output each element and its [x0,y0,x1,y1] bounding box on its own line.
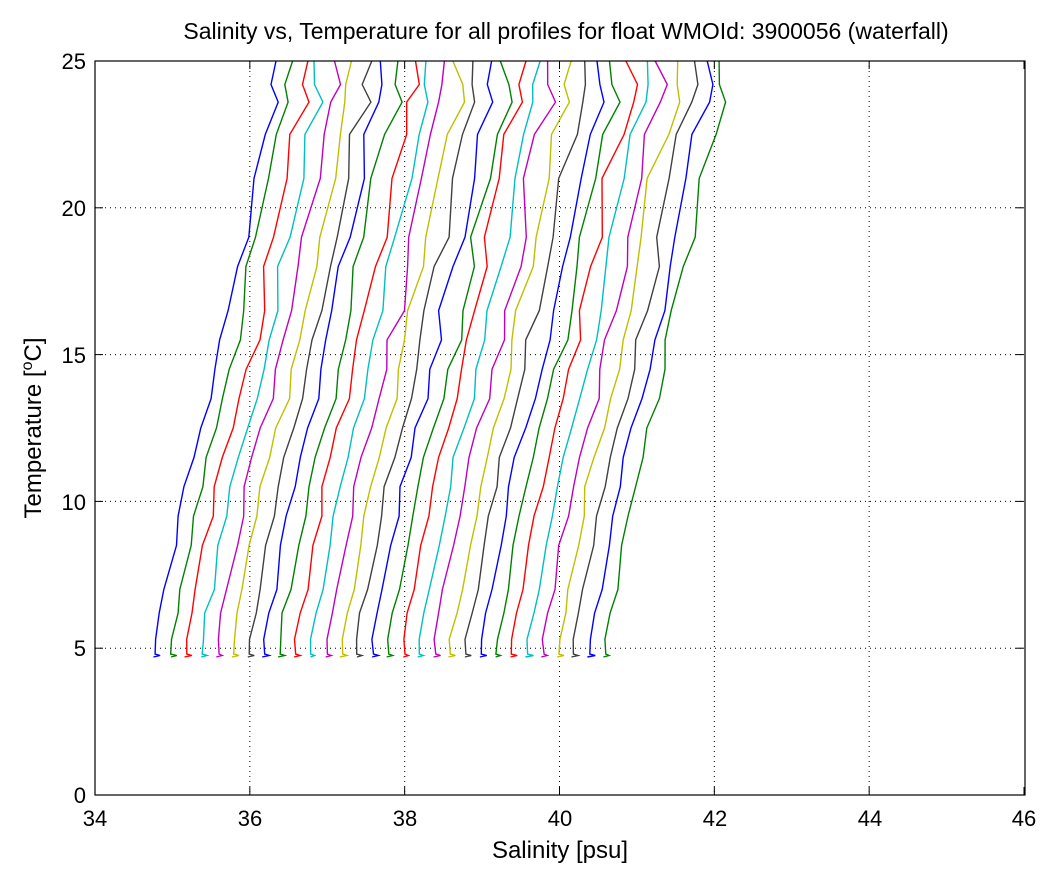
y-tick-label: 0 [74,783,86,808]
y-axis-label-main: Temperature [ [20,370,47,518]
y-tick-label: 25 [62,49,86,74]
x-tick-label: 44 [858,806,882,831]
profile-line [216,60,342,658]
profile-line [525,60,649,658]
profile-line [153,60,279,658]
grid-lines [95,61,1024,795]
profile-line [355,60,476,658]
y-axis-label: Temperature [oC] [19,338,47,519]
profile-line [571,60,699,658]
profile-line [603,60,727,658]
profile-line [309,60,429,658]
profile-line [386,60,513,658]
axis-ticks [94,60,1025,796]
x-tick-label: 36 [238,806,262,831]
profile-line [293,60,421,658]
profile-line [201,60,324,658]
profile-line [339,60,466,658]
profile-line [277,60,403,658]
profiles [153,60,727,658]
y-tick-label: 15 [62,343,86,368]
profile-line [325,60,446,658]
x-tick-label: 46 [1012,806,1036,831]
profile-line [587,60,714,658]
y-tick-label: 20 [62,196,86,221]
y-axis-label-end: C] [20,338,47,362]
x-tick-label: 38 [393,806,417,831]
profile-line [262,60,383,658]
profile-line [417,60,541,658]
profile-line [541,60,669,658]
profile-line [464,60,587,658]
profile-line [403,60,527,658]
profile-line [495,60,621,658]
x-tick-label: 40 [548,806,572,831]
profile-line [557,60,681,658]
x-tick-label: 34 [83,806,107,831]
profile-line [247,60,373,658]
profile-line [479,60,605,658]
profile-line [184,60,310,658]
profile-line [448,60,572,658]
chart-title: Salinity vs, Temperature for all profile… [183,18,948,44]
profile-line [433,60,557,658]
x-axis-label: Salinity [psu] [492,837,628,864]
x-tick-labels: 34 36 38 40 42 44 46 [83,806,1036,831]
profile-line [371,60,494,658]
y-tick-labels: 0 5 10 15 20 25 [62,49,86,808]
profile-line [169,60,294,658]
profile-line [510,60,639,658]
y-axis-label-sup: o [19,361,36,370]
profile-line [231,60,353,658]
y-tick-label: 10 [62,490,86,515]
y-tick-label: 5 [74,636,86,661]
x-tick-label: 42 [703,806,727,831]
